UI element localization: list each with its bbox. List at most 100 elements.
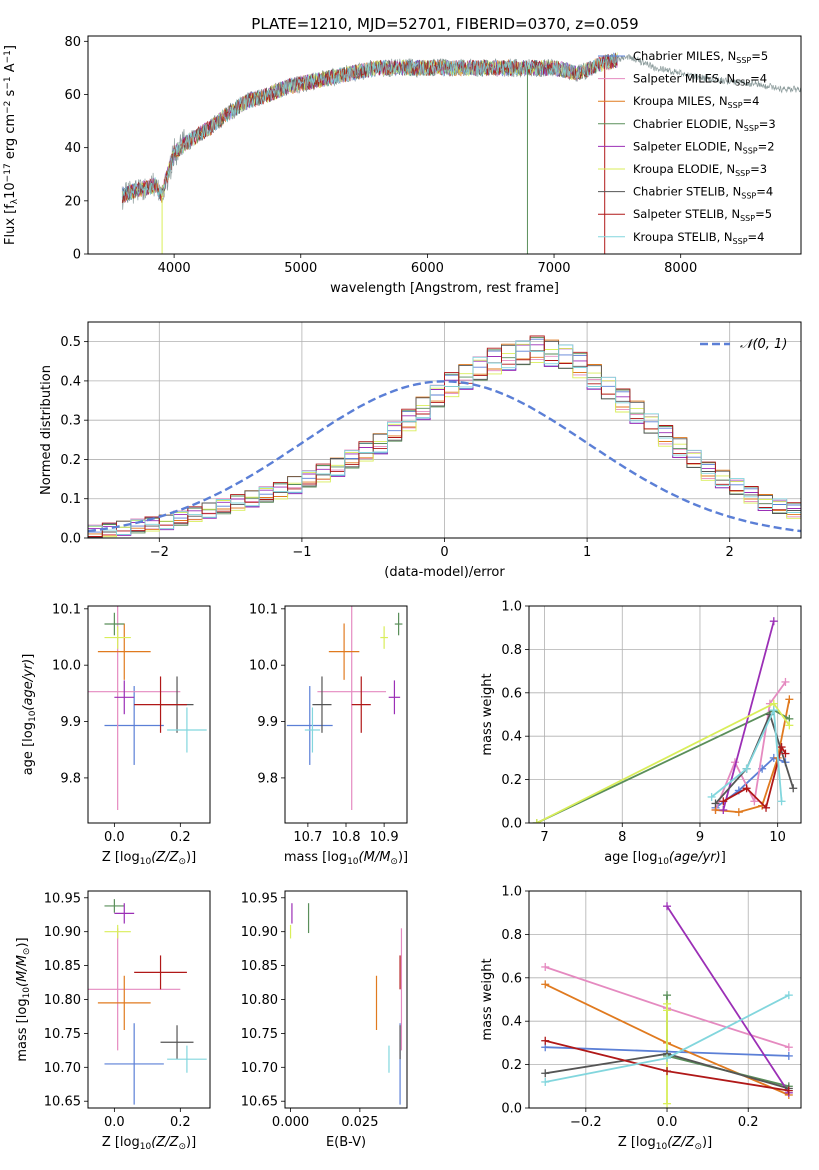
axis-label-part: Z [log [102,1135,140,1150]
y-tick-label: 10.85 [241,959,278,974]
axis-label-part: erg cm [3,114,18,163]
y-tick-label: 1.0 [501,600,522,615]
axis-label-part: Normed distribution [39,365,54,495]
x-tick-label: 0.025 [341,1115,378,1130]
y-tick-label: 0.1 [60,492,81,507]
axis-label-part: s [3,89,18,100]
x-tick-label: −1 [292,545,311,560]
axis-label-part: λ [10,198,20,204]
axis-label-part: (data-model)/error [384,565,505,580]
axis-label-part: 10 [3,182,18,199]
axes-frame [528,605,802,824]
axis-label-part: −1 [3,76,13,89]
chart-panel-2: 0.0 0.29.89.910.010.1Z [log10(Z/Z⊙)]age [… [21,602,211,867]
x-tick-label: 6000 [411,261,444,276]
axis-label-part: )] [398,850,408,865]
y-tick-label: 9.9 [60,715,81,730]
x-tick-label: 10 [769,830,786,845]
legend-text-part: Salpeter MILES, N [633,72,735,86]
legend-text-part: SSP [735,169,750,178]
y-tick-label: 10.75 [44,1027,81,1042]
legend-label-kroupa_miles: Kroupa MILES, NSSP=4 [633,94,759,110]
x-tick-label: 0.0 [657,1115,678,1130]
axis-label-part: ⊙ [694,1142,702,1152]
axis-label-part: E(B-V) [326,1135,366,1150]
legend-text-part: SSP [741,192,756,201]
y-tick-label: 0.4 [501,1015,522,1030]
y-axis-label: mass [log10(M/M⊙)] [15,937,32,1061]
axis-label-part: Z [log [102,850,140,865]
chart-panel-1: −2 −1 0 1 2 0.0 0.1 0.2 0.3 0.4 0.5 𝒩(0, 1) (data-mo… [39,321,802,580]
legend-label-normal: 𝒩(0, 1) [740,337,787,352]
x-tick-label: 0.2 [170,1115,191,1130]
axis-label-part: mass weight [480,673,495,755]
y-tick-label: 0.6 [501,686,522,701]
y-tick-label: 0.8 [501,643,522,658]
axis-label-part: age [log [21,722,36,775]
y-tick-label: 0.3 [60,414,81,429]
axis-label-part: wavelength [Angstrom, rest frame] [330,281,559,296]
plot-area [529,606,801,823]
x-tick-label: 0.0 [104,830,125,845]
axes-frame [284,605,408,824]
x-tick-label: −2 [150,545,169,560]
legend-text-part: =3 [750,162,767,176]
y-tick-label: 0 [73,248,81,263]
axis-label-part: 10 [140,857,152,867]
axis-label-part: mass [log [15,998,30,1061]
axis-label-part: ⊙ [178,1142,186,1152]
x-tick-label: 7 [540,830,548,845]
x-tick-label: 2 [726,545,734,560]
y-tick-label: 10.95 [44,891,81,906]
y-tick-label: 10.80 [241,993,278,1008]
plot-area [88,606,207,811]
chart-panel-5: 0.0 0.2 10.65 10.70 10.75 10.80 10.85 10.90 10.9… [15,890,211,1152]
x-tick-label: 7000 [537,261,570,276]
axis-label-part: 10 [657,857,669,867]
y-tick-label: 0.8 [501,928,522,943]
legend-label-chabrier_elodie: Chabrier ELODIE, NSSP=3 [633,117,776,133]
y-tick-label: 10.85 [44,959,81,974]
model-spectrum-kroupa_stelib [121,54,618,200]
y-axis-label: mass weight [480,673,495,755]
axis-label-part: )] [186,1135,196,1150]
y-tick-label: 10.1 [249,602,278,617]
x-tick-label: 0 [440,545,448,560]
axis-label-part: ⊙ [178,857,186,867]
axes-frame [87,35,802,255]
x-axis-label: mass [log10(M/M⊙)] [284,850,408,867]
y-tick-label: 0.4 [60,374,81,389]
y-tick-label: 0.5 [60,335,81,350]
x-tick-label: 0.0 [104,1115,125,1130]
y-tick-label: 0.0 [501,1102,522,1117]
y-tick-label: 10.75 [241,1027,278,1042]
x-axis-label: Z [log10(Z/Z⊙)] [618,1135,712,1152]
axis-label-part: (Z/Z [151,850,179,865]
y-tick-label: 9.8 [60,771,81,786]
axis-label-part: −1 [3,50,13,63]
axis-label-part: (M/M [15,955,30,987]
axis-label-part: ] [3,45,18,50]
axis-label-part: ] [721,850,726,865]
axis-label-part: −17 [3,163,13,182]
legend-text-part: SSP [736,56,751,65]
y-tick-label: 10.80 [44,993,81,1008]
axis-label-part: mass [log [284,850,347,865]
y-tick-label: 0.0 [501,817,522,832]
legend-text-part: Chabrier ELODIE, N [633,117,744,131]
y-tick-label: 9.8 [257,771,278,786]
legend-text-part: =4 [750,72,767,86]
axis-label-part: (age/yr) [669,850,721,865]
weight-line-kroupa_stelib [711,706,783,802]
chart-panel-7: −0.2 0.0 0.2 0.0 0.2 0.4 0.6 0.8 1.0 mass weight Z… [480,885,802,1152]
axis-label-part: ] [21,654,36,659]
legend-text-part: =5 [755,207,772,221]
legend-label-chabrier_stelib: Chabrier STELIB, NSSP=4 [633,185,773,201]
legend-text-part: =2 [758,139,775,153]
axis-label-part: ⊙ [22,948,32,956]
legend-text-part: Chabrier STELIB, N [633,185,741,199]
chart-panel-6: 0.000 0.025 10.65 10.70 10.75 10.80 10.85 10.90… [241,890,408,1150]
legend-text-part: Salpeter ELODIE, N [633,139,743,153]
y-tick-label: 0.6 [501,971,522,986]
